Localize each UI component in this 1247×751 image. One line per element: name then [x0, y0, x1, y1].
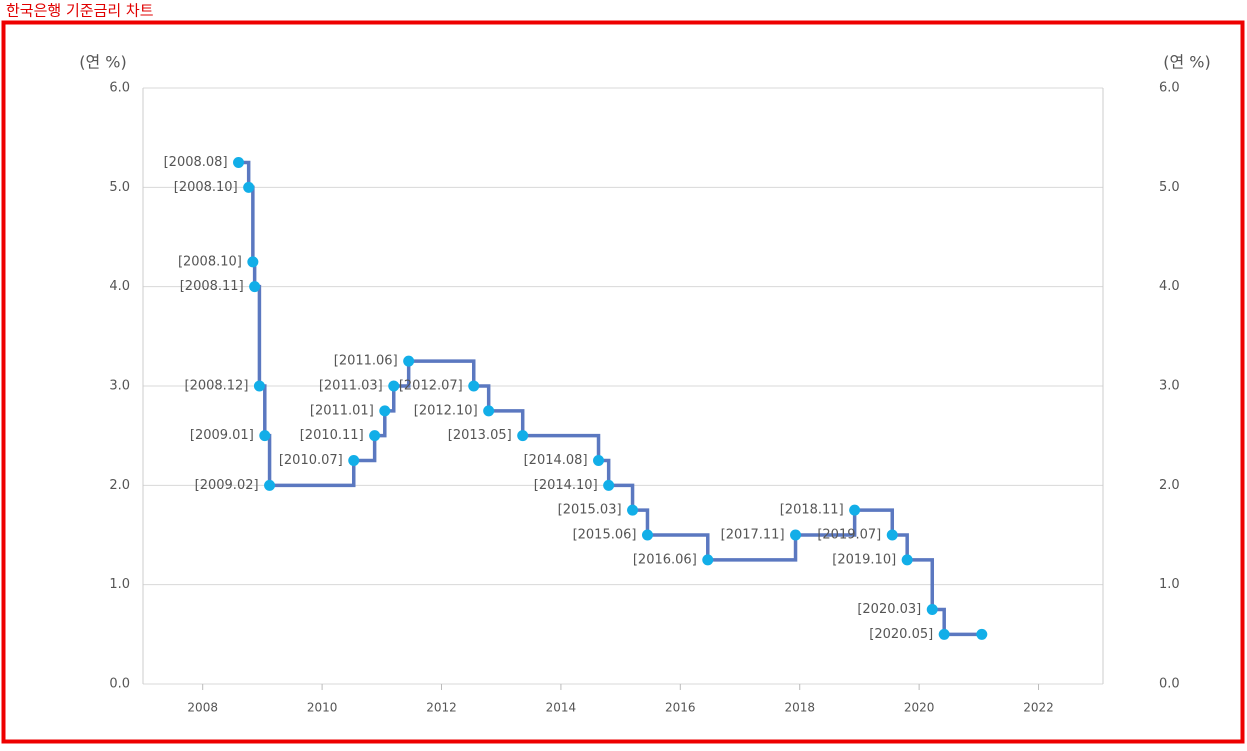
rate-point: [233, 157, 245, 168]
point-label: [2015.03]: [558, 503, 622, 518]
rate-line: [608, 483, 635, 511]
rate-line: [795, 510, 857, 537]
point-label: [2015.06]: [573, 528, 637, 543]
point-label: [2020.05]: [869, 627, 933, 642]
y2-tick-label: 0.0: [1159, 677, 1180, 692]
rate-point: [253, 380, 265, 392]
point-label: [2011.01]: [310, 403, 374, 418]
point-label: [2019.10]: [832, 552, 896, 567]
point-label: [2012.10]: [414, 403, 478, 418]
x-tick-label: 2016: [665, 701, 696, 715]
rate-point: [938, 628, 950, 640]
y2-tick-label: 1.0: [1159, 577, 1180, 592]
y-tick-label: 1.0: [109, 577, 130, 592]
x-tick-label: 2008: [187, 701, 218, 715]
rate-line: [353, 435, 377, 463]
point-label: [2013.05]: [448, 428, 512, 443]
rate-point: [264, 479, 276, 491]
rate-point: [249, 281, 261, 293]
y-tick-label: 3.0: [109, 379, 130, 394]
rate-point: [627, 504, 639, 516]
point-label: [2019.07]: [817, 528, 881, 543]
rate-point: [593, 455, 605, 466]
rate-point: [243, 181, 255, 193]
rate-line: [707, 535, 798, 562]
y2-tick-label: 5.0: [1159, 180, 1180, 195]
x-tick-label: 2020: [904, 701, 935, 715]
rate-line: [647, 533, 710, 560]
point-label: [2010.11]: [300, 428, 364, 443]
rate-point: [403, 355, 415, 367]
rate-point: [849, 504, 861, 516]
point-label: [2008.10]: [178, 254, 242, 269]
point-label: [2009.02]: [195, 478, 259, 493]
rate-point: [517, 430, 529, 442]
x-tick-label: 2018: [784, 701, 815, 715]
rate-line: [854, 508, 895, 535]
point-label: [2020.03]: [857, 602, 921, 617]
point-label: [2008.11]: [180, 279, 244, 294]
rate-point: [901, 554, 913, 566]
point-label: [2012.07]: [399, 379, 463, 394]
rate-line: [907, 558, 935, 610]
rate-point: [603, 479, 615, 491]
y2-tick-label: 6.0: [1159, 81, 1180, 96]
frame: [1, 20, 1245, 744]
rate-line: [248, 185, 255, 262]
rate-point: [379, 405, 391, 417]
rate-point: [790, 529, 802, 541]
rate-line: [488, 409, 525, 436]
y2-tick-label: 3.0: [1159, 379, 1180, 394]
x-tick-label: 2014: [546, 701, 577, 715]
page-title: 한국은행 기준금리 차트: [6, 2, 154, 20]
point-label: [2008.10]: [174, 180, 238, 195]
point-label: [2014.10]: [534, 478, 598, 493]
point-label: [2011.06]: [334, 354, 398, 369]
rate-point: [641, 529, 653, 541]
point-label: [2009.01]: [190, 428, 254, 443]
rate-line: [522, 433, 601, 461]
y2-tick-label: 2.0: [1159, 478, 1180, 493]
y-axis-title: (연 %): [79, 53, 127, 72]
y-tick-label: 5.0: [109, 180, 130, 195]
rate-point: [483, 405, 495, 417]
rate-line: [264, 433, 272, 486]
y2-tick-label: 4.0: [1159, 279, 1180, 294]
point-label: [2016.06]: [633, 552, 697, 567]
rate-point: [702, 554, 714, 566]
point-label: [2017.11]: [721, 528, 785, 543]
rate-line: [259, 384, 267, 436]
rate-point: [369, 430, 381, 442]
point-label: [2011.03]: [319, 379, 383, 394]
point-label: [2018.11]: [780, 503, 844, 518]
rate-line: [254, 284, 262, 386]
point-label: [2008.08]: [164, 155, 228, 170]
point-label: [2014.08]: [524, 453, 588, 468]
y-tick-label: 6.0: [109, 81, 130, 96]
x-tick-label: 2022: [1023, 701, 1054, 715]
y-tick-label: 0.0: [109, 677, 130, 692]
rate-point: [468, 380, 480, 392]
x-tick-label: 2012: [426, 701, 457, 715]
rate-point: [976, 628, 988, 640]
y-tick-label: 4.0: [109, 279, 130, 294]
rate-point: [926, 604, 938, 615]
y2-axis-title: (연 %): [1163, 53, 1211, 72]
rate-point: [259, 430, 271, 442]
point-label: [2010.07]: [279, 453, 343, 468]
rate-point: [388, 380, 400, 392]
rate-point: [348, 455, 360, 466]
rate-line: [269, 460, 356, 488]
x-tick-label: 2010: [307, 701, 338, 715]
rate-point: [247, 256, 259, 268]
y-tick-label: 2.0: [109, 478, 130, 493]
rate-line: [408, 359, 476, 386]
rate-point: [886, 529, 898, 541]
point-label: [2008.12]: [185, 379, 249, 394]
